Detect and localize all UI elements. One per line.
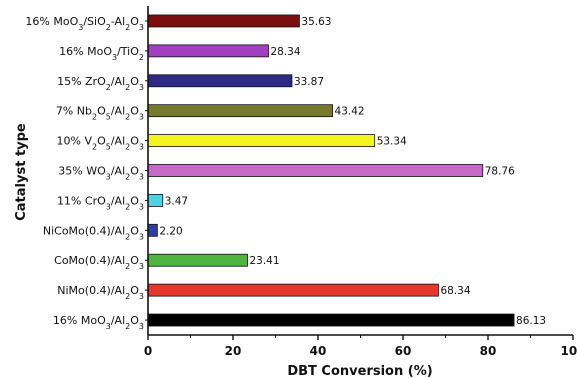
bar <box>147 74 293 88</box>
category-label: 15% ZrO2/Al2O3 <box>57 75 144 92</box>
bar-value-label: 35.63 <box>301 16 331 28</box>
bar <box>147 253 248 267</box>
bar <box>147 44 269 58</box>
bar-value-label: 86.13 <box>516 315 546 327</box>
bar-value-label: 53.34 <box>377 136 407 148</box>
category-label: 35% WO3/Al2O3 <box>58 165 144 182</box>
bar-value-label: 78.76 <box>485 166 515 178</box>
x-ticks: 0 20 40 60 80 100 <box>144 20 577 358</box>
x-tick-label: 100 <box>560 344 577 358</box>
bar <box>147 194 164 207</box>
category-label: 16% MoO3/TiO2 <box>59 45 144 62</box>
bar-value-label: 43.42 <box>335 106 365 118</box>
bar <box>147 134 376 147</box>
x-axis-title: DBT Conversion (%) <box>287 364 432 378</box>
category-label: CoMo(0.4)/Al2O3 <box>54 254 144 271</box>
bar-value-label: 68.34 <box>440 285 470 297</box>
x-tick-label: 80 <box>480 344 497 358</box>
x-tick-label: 0 <box>144 344 152 358</box>
category-label: 10% V2O5/Al2O3 <box>57 135 145 152</box>
value-labels: 35.63 28.34 33.87 43.42 53.34 78.76 3.47 2.20 23… <box>159 16 546 327</box>
x-tick-label: 60 <box>395 344 412 358</box>
y-axis-title: Catalyst type <box>14 123 29 221</box>
category-label: 11% CrO3/Al2O3 <box>57 194 144 211</box>
x-tick-label: 40 <box>310 344 327 358</box>
category-label: 16% MoO3/Al2O3 <box>53 314 144 331</box>
bar <box>147 164 484 177</box>
bar <box>147 14 300 28</box>
x-tick-label: 20 <box>225 344 242 358</box>
category-label: NiMo(0.4)/Al2O3 <box>57 284 144 301</box>
bar-value-label: 28.34 <box>270 46 300 58</box>
category-label: 16% MoO3/SiO2-Al2O3 <box>25 15 144 32</box>
category-label: NiCoMo(0.4)/Al2O3 <box>43 224 144 241</box>
bar-value-label: 2.20 <box>159 225 182 237</box>
bar <box>147 283 439 297</box>
bar-value-label: 3.47 <box>165 195 188 207</box>
bar <box>147 223 158 237</box>
bar-value-label: 23.41 <box>249 255 279 267</box>
bar <box>147 104 333 118</box>
bar <box>147 313 515 327</box>
category-labels: 16% MoO3/SiO2-Al2O3 16% MoO3/TiO2 15% ZrO2… <box>25 15 144 331</box>
bar-value-label: 33.87 <box>294 76 324 88</box>
bars-group <box>147 14 515 327</box>
category-label: 7% Nb2O5/Al2O3 <box>56 105 144 122</box>
